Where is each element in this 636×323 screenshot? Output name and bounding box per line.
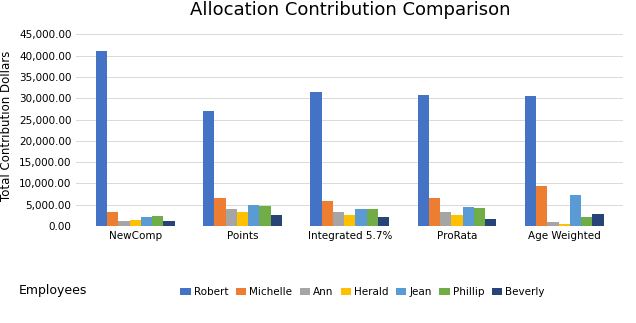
Bar: [214, 198, 226, 226]
Bar: [118, 221, 130, 226]
Bar: [593, 214, 604, 226]
Y-axis label: Total Contribution Dollars: Total Contribution Dollars: [1, 51, 13, 201]
Bar: [333, 213, 344, 226]
Bar: [248, 205, 259, 226]
Bar: [418, 95, 429, 226]
Bar: [107, 213, 118, 226]
Bar: [259, 206, 271, 226]
Bar: [310, 92, 322, 226]
Bar: [237, 212, 248, 226]
Bar: [429, 198, 440, 226]
Bar: [378, 217, 389, 226]
Bar: [452, 214, 462, 226]
Bar: [356, 209, 367, 226]
Legend: Robert, Michelle, Ann, Herald, Jean, Phillip, Beverly: Robert, Michelle, Ann, Herald, Jean, Phi…: [176, 283, 549, 302]
Bar: [581, 217, 593, 226]
Bar: [163, 221, 175, 226]
Text: Employees: Employees: [19, 284, 88, 297]
Bar: [152, 216, 163, 226]
Bar: [130, 220, 141, 226]
Bar: [440, 213, 452, 226]
Bar: [548, 222, 558, 226]
Bar: [558, 224, 570, 226]
Bar: [367, 209, 378, 226]
Bar: [96, 51, 107, 226]
Bar: [474, 208, 485, 226]
Bar: [322, 201, 333, 226]
Bar: [344, 214, 356, 226]
Bar: [226, 209, 237, 226]
Bar: [271, 214, 282, 226]
Bar: [536, 186, 548, 226]
Bar: [203, 111, 214, 226]
Bar: [462, 207, 474, 226]
Bar: [485, 219, 497, 226]
Bar: [141, 217, 152, 226]
Bar: [525, 96, 536, 226]
Bar: [570, 195, 581, 226]
Title: Allocation Contribution Comparison: Allocation Contribution Comparison: [190, 1, 510, 19]
